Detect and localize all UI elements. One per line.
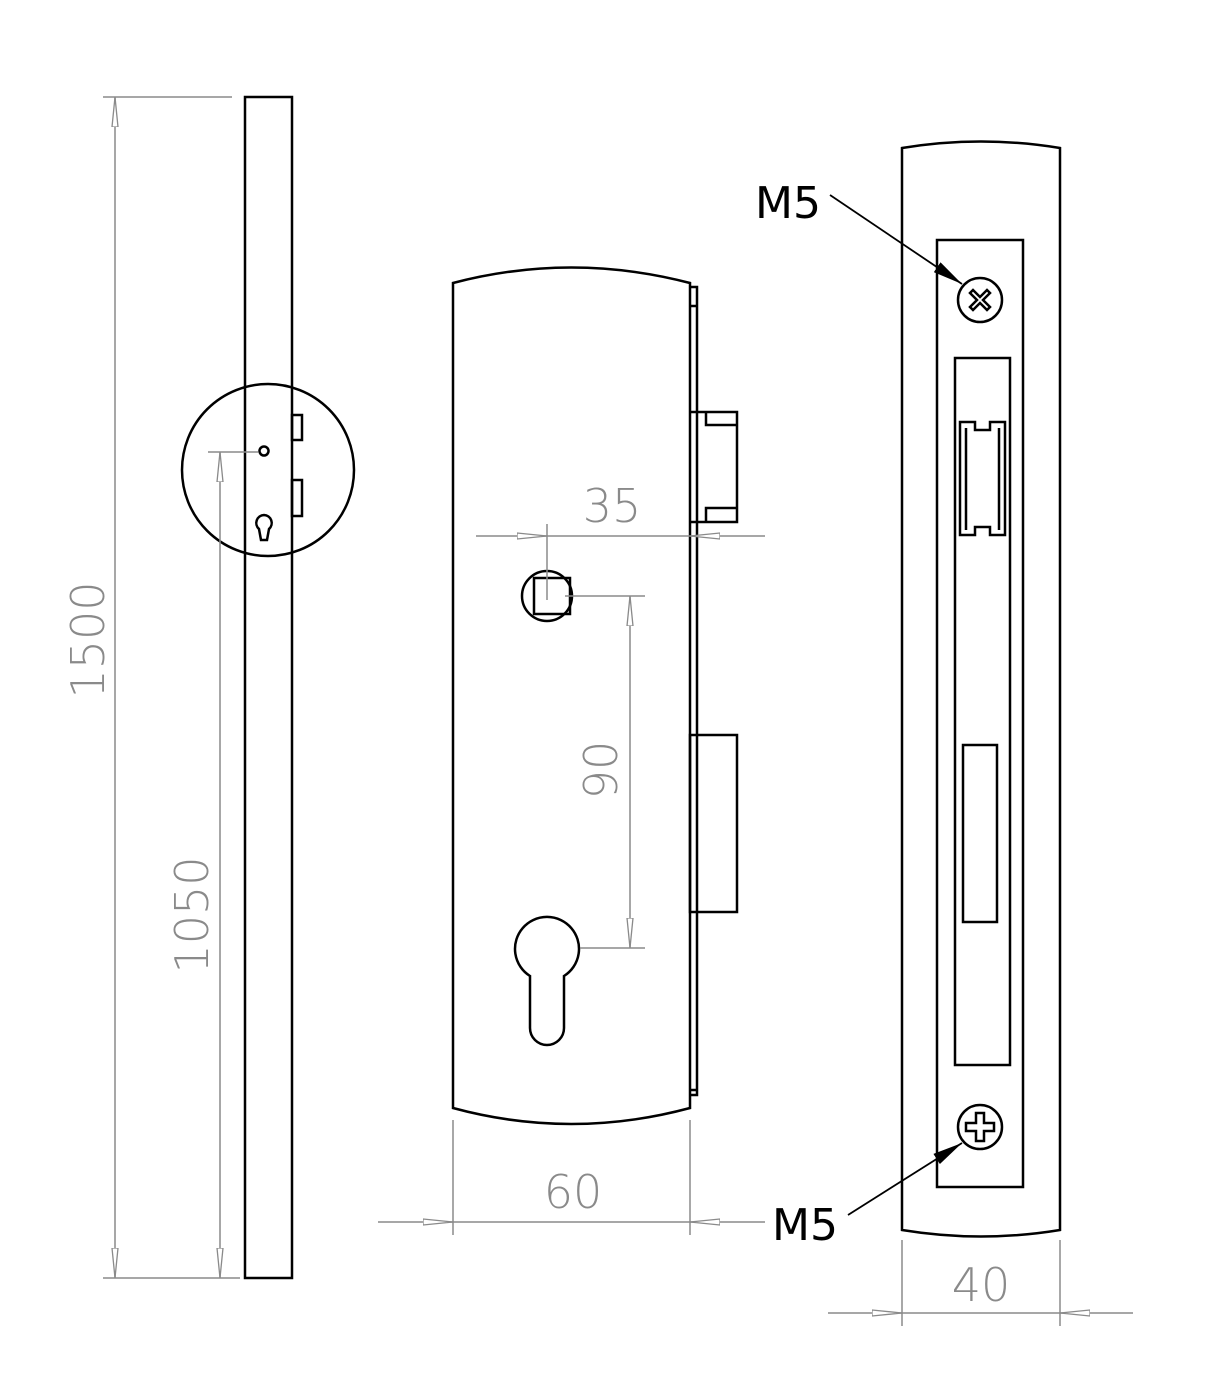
- bolt-face: [961, 743, 999, 924]
- screw-top: [956, 276, 1004, 324]
- dimension-60: 60: [378, 1120, 765, 1235]
- latch-bolt: [690, 410, 739, 524]
- m5-bottom-label: M5: [772, 1200, 838, 1251]
- screw-cross-icon: [964, 1111, 996, 1143]
- faceplate-outline: [900, 140, 1062, 1238]
- faceplate-inner: [935, 238, 1025, 1189]
- spindle-square: [532, 576, 572, 616]
- dead-bolt: [688, 733, 739, 914]
- lock-plate: [451, 266, 692, 1126]
- label-m5-bottom: M5: [772, 1142, 963, 1251]
- cylinder-hole: [513, 915, 581, 1047]
- dimension-1500-label: 1500: [61, 581, 115, 698]
- screw-cross-icon: [968, 288, 992, 312]
- keyhole: [255, 513, 273, 542]
- dimension-1050-label: 1050: [165, 856, 219, 973]
- post-outline: [243, 95, 294, 1280]
- side-view-post: [180, 95, 356, 1280]
- faceplate-view: [900, 140, 1062, 1238]
- dimension-40-label: 40: [952, 1258, 1011, 1312]
- dimension-35-label: 35: [583, 479, 642, 533]
- dimension-1500: 1500: [61, 96, 240, 1279]
- latch-stub: [290, 413, 304, 442]
- lock-case-edge: [690, 285, 699, 1097]
- bolt-stub: [290, 478, 304, 518]
- label-m5-top: M5: [755, 178, 963, 285]
- front-view-lock: [451, 266, 739, 1126]
- m5-top-label: M5: [755, 178, 821, 229]
- dimension-90: 90: [565, 595, 645, 949]
- dimension-90-label: 90: [574, 741, 628, 800]
- dimension-35: 35: [476, 479, 765, 600]
- detail-circle: [180, 382, 356, 558]
- spindle-hole: [258, 445, 270, 457]
- screw-bottom: [956, 1103, 1004, 1151]
- dimension-1050: 1050: [165, 451, 258, 1278]
- dimension-40: 40: [828, 1240, 1133, 1326]
- dimension-60-label: 60: [544, 1165, 603, 1219]
- faceplate-slot: [953, 356, 1012, 1067]
- latch-face: [958, 420, 1007, 537]
